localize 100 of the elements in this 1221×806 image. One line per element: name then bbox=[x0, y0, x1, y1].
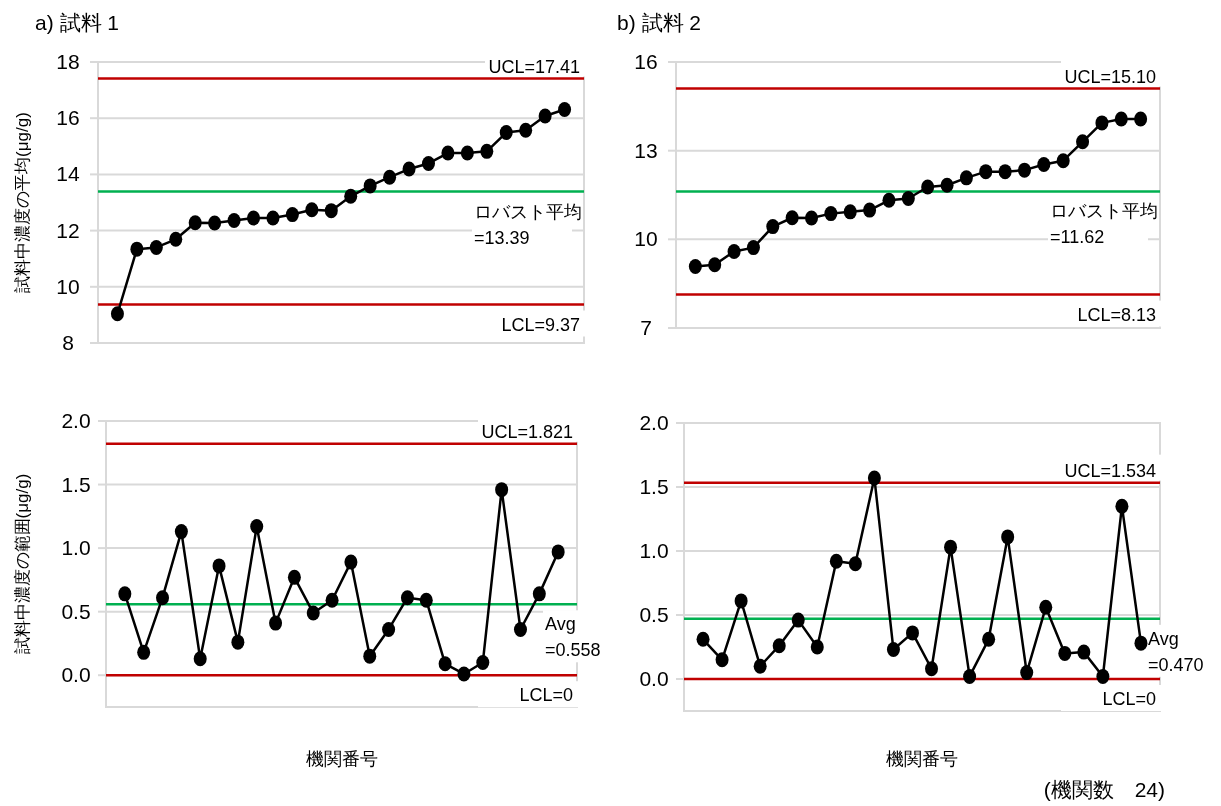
point bbox=[193, 651, 207, 667]
point bbox=[772, 638, 786, 654]
point bbox=[269, 615, 283, 631]
point bbox=[940, 177, 954, 193]
point bbox=[867, 470, 881, 486]
ref-line-label: Avg =0.558 bbox=[545, 614, 601, 661]
point bbox=[324, 203, 338, 219]
point bbox=[688, 259, 702, 275]
ref-line-label: Avg =0.470 bbox=[1148, 628, 1204, 675]
point bbox=[519, 122, 533, 138]
point bbox=[382, 621, 396, 637]
point bbox=[982, 631, 996, 647]
point bbox=[785, 210, 799, 226]
point bbox=[306, 605, 320, 621]
point bbox=[495, 482, 509, 498]
point bbox=[383, 169, 397, 185]
point bbox=[538, 108, 552, 124]
ref-line-label: UCL=17.41 bbox=[488, 56, 580, 77]
point bbox=[882, 192, 896, 208]
point bbox=[344, 188, 358, 204]
point bbox=[979, 164, 993, 180]
point bbox=[901, 191, 915, 207]
point bbox=[250, 519, 264, 534]
point bbox=[156, 590, 170, 606]
point bbox=[1020, 665, 1034, 681]
point bbox=[1017, 162, 1031, 178]
point bbox=[402, 161, 416, 177]
point bbox=[848, 556, 862, 572]
point bbox=[174, 524, 188, 540]
point bbox=[1076, 134, 1090, 150]
point bbox=[810, 639, 824, 655]
ref-line-label: UCL=1.534 bbox=[1064, 460, 1156, 481]
point bbox=[921, 179, 935, 195]
point bbox=[441, 145, 455, 161]
point bbox=[715, 652, 729, 668]
point bbox=[532, 586, 546, 602]
point bbox=[231, 634, 245, 650]
point bbox=[480, 143, 494, 159]
point bbox=[188, 215, 202, 231]
point bbox=[212, 558, 226, 574]
point bbox=[110, 306, 124, 322]
point bbox=[344, 554, 358, 570]
point bbox=[696, 631, 710, 647]
point bbox=[247, 210, 261, 226]
point bbox=[499, 125, 513, 141]
point bbox=[287, 569, 301, 585]
point bbox=[1001, 529, 1015, 545]
point bbox=[1037, 157, 1051, 173]
point bbox=[959, 170, 973, 186]
y-axis-title: 試料中濃度の平均(μg/g) bbox=[13, 112, 32, 293]
point bbox=[551, 544, 565, 560]
point bbox=[1058, 645, 1072, 661]
point bbox=[1095, 115, 1109, 131]
point bbox=[400, 590, 414, 606]
point bbox=[208, 215, 222, 231]
ref-line-label: UCL=1.821 bbox=[481, 421, 573, 442]
ref-line-label: LCL=0 bbox=[519, 685, 573, 706]
point bbox=[944, 539, 958, 555]
point bbox=[1056, 153, 1070, 169]
point bbox=[1115, 498, 1129, 514]
ref-line-label: LCL=9.37 bbox=[501, 314, 580, 335]
point bbox=[305, 202, 319, 218]
point bbox=[169, 231, 183, 247]
point bbox=[805, 210, 819, 226]
point bbox=[149, 239, 163, 255]
point bbox=[734, 593, 748, 609]
point bbox=[1077, 644, 1091, 660]
point bbox=[791, 612, 805, 628]
ref-line-label: LCL=8.13 bbox=[1077, 304, 1156, 325]
point bbox=[460, 145, 474, 161]
point bbox=[905, 625, 919, 641]
point bbox=[513, 621, 527, 637]
ref-line-label: UCL=15.10 bbox=[1064, 66, 1156, 87]
point bbox=[438, 656, 452, 672]
point bbox=[1134, 111, 1148, 127]
point bbox=[708, 257, 722, 273]
point bbox=[963, 668, 977, 684]
point bbox=[363, 178, 377, 194]
point bbox=[863, 202, 877, 218]
point bbox=[746, 240, 760, 256]
point bbox=[227, 212, 241, 228]
chart-title: a) 試料 1 bbox=[35, 11, 120, 34]
point bbox=[419, 592, 433, 608]
point bbox=[727, 243, 741, 259]
point bbox=[1114, 111, 1128, 127]
point bbox=[285, 207, 299, 223]
point bbox=[925, 661, 939, 677]
chart-title: b) 試料 2 bbox=[617, 11, 702, 34]
point bbox=[457, 666, 471, 682]
y-axis-title: 試料中濃度の範囲(μg/g) bbox=[13, 473, 32, 655]
ref-line-label: LCL=0 bbox=[1102, 689, 1156, 709]
point bbox=[118, 586, 132, 602]
point bbox=[558, 101, 572, 117]
x-axis-title: 機関番号 bbox=[886, 749, 958, 769]
point bbox=[1039, 599, 1053, 615]
ref-line-label: ロバスト平均 =13.39 bbox=[474, 201, 582, 248]
point bbox=[421, 155, 435, 171]
point bbox=[1096, 668, 1110, 684]
point bbox=[130, 241, 144, 257]
point bbox=[824, 206, 838, 222]
